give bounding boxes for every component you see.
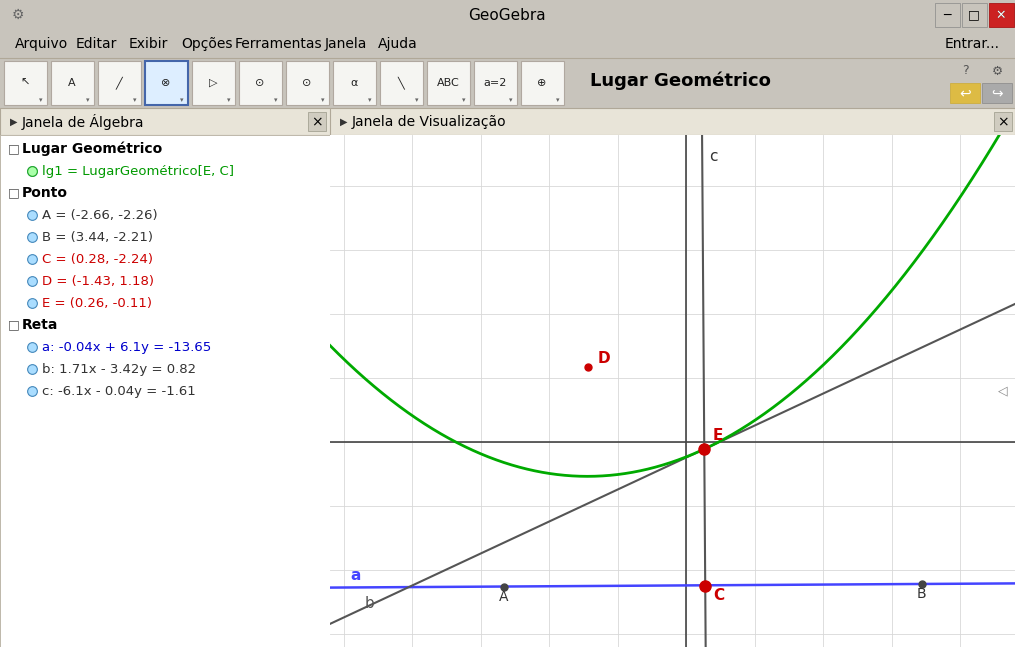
Text: a: -0.04x + 6.1y = -13.65: a: -0.04x + 6.1y = -13.65 (42, 340, 211, 353)
Text: Janela de Álgebra: Janela de Álgebra (22, 114, 144, 130)
Bar (145, 61, 188, 105)
Bar (950, 83, 980, 103)
Text: Opções: Opções (182, 37, 233, 51)
Text: Exibir: Exibir (129, 37, 167, 51)
Text: Janela de Visualização: Janela de Visualização (352, 115, 506, 129)
Bar (982, 83, 1012, 103)
Text: □: □ (968, 8, 979, 21)
Bar (333, 61, 376, 105)
Bar (380, 61, 423, 105)
Text: ▾: ▾ (462, 97, 466, 103)
Text: ↩: ↩ (959, 86, 970, 100)
Text: ?: ? (961, 65, 968, 78)
Text: ▾: ▾ (368, 97, 371, 103)
Text: ◁: ◁ (999, 384, 1008, 397)
Text: ▷: ▷ (209, 78, 217, 88)
Text: ▾: ▾ (133, 97, 137, 103)
Text: GeoGebra: GeoGebra (468, 8, 546, 23)
Bar (521, 61, 564, 105)
Text: a: a (350, 567, 360, 582)
Text: ╱: ╱ (116, 76, 123, 89)
Text: ✕: ✕ (996, 8, 1006, 21)
Text: Editar: Editar (75, 37, 117, 51)
Text: ⊗: ⊗ (161, 78, 171, 88)
Text: □: □ (8, 318, 19, 331)
Text: ▾: ▾ (40, 97, 43, 103)
Bar (989, 3, 1014, 27)
Text: E: E (713, 428, 723, 443)
Text: ×: × (311, 115, 323, 129)
Text: b: 1.71x - 3.42y = 0.82: b: 1.71x - 3.42y = 0.82 (42, 362, 196, 375)
Bar (286, 61, 329, 105)
Text: E = (0.26, -0.11): E = (0.26, -0.11) (42, 296, 152, 309)
Text: □: □ (8, 186, 19, 199)
Text: D = (-1.43, 1.18): D = (-1.43, 1.18) (42, 274, 154, 287)
Text: Reta: Reta (22, 318, 59, 332)
Text: c: c (708, 149, 718, 164)
Text: b: b (364, 596, 374, 611)
Text: ⚙: ⚙ (992, 65, 1003, 78)
Text: Ponto: Ponto (22, 186, 68, 200)
Bar (98, 61, 141, 105)
Bar (989, 3, 1014, 27)
Bar (51, 61, 94, 105)
Text: ✕: ✕ (996, 8, 1006, 21)
Text: ⊙: ⊙ (302, 78, 312, 88)
Bar (935, 3, 960, 27)
Text: □: □ (8, 142, 19, 155)
Bar (427, 61, 470, 105)
Text: ▶: ▶ (10, 117, 17, 127)
Text: a=2: a=2 (483, 78, 506, 88)
Text: Ajuda: Ajuda (378, 37, 418, 51)
Text: D: D (598, 351, 610, 366)
Text: ×: × (997, 115, 1009, 129)
Bar (4, 61, 47, 105)
Bar (994, 112, 1012, 131)
Text: ⊙: ⊙ (256, 78, 265, 88)
Text: Ferramentas: Ferramentas (234, 37, 322, 51)
Text: ⊕: ⊕ (537, 78, 547, 88)
Text: ─: ─ (943, 8, 951, 21)
Text: Entrar...: Entrar... (945, 37, 1000, 51)
Bar (474, 61, 517, 105)
Text: ▾: ▾ (556, 97, 559, 103)
Text: B = (3.44, -2.21): B = (3.44, -2.21) (42, 230, 153, 243)
Text: ▾: ▾ (227, 97, 230, 103)
Text: Lugar Geométrico: Lugar Geométrico (590, 72, 770, 90)
Text: A: A (68, 78, 76, 88)
Text: ▾: ▾ (181, 97, 184, 103)
Text: A = (-2.66, -2.26): A = (-2.66, -2.26) (42, 208, 157, 221)
Text: ▾: ▾ (86, 97, 89, 103)
Text: A: A (499, 590, 509, 604)
Bar (308, 112, 326, 131)
Text: ⚙: ⚙ (12, 8, 24, 22)
Bar (192, 61, 235, 105)
Text: C: C (714, 587, 725, 602)
Text: ABC: ABC (436, 78, 460, 88)
Text: ↪: ↪ (992, 86, 1003, 100)
Text: Lugar Geométrico: Lugar Geométrico (22, 142, 162, 156)
Text: ▶: ▶ (340, 117, 347, 127)
Text: B: B (917, 587, 927, 600)
Text: c: -6.1x - 0.04y = -1.61: c: -6.1x - 0.04y = -1.61 (42, 384, 196, 397)
Text: α: α (350, 78, 357, 88)
Text: ▾: ▾ (510, 97, 513, 103)
Bar (962, 3, 987, 27)
Text: Arquivo: Arquivo (15, 37, 68, 51)
Text: C = (0.28, -2.24): C = (0.28, -2.24) (42, 252, 153, 265)
Bar (239, 61, 282, 105)
Text: ↖: ↖ (20, 78, 29, 88)
Text: ╲: ╲ (398, 76, 404, 89)
Text: lg1 = LugarGeométrico[E, C]: lg1 = LugarGeométrico[E, C] (42, 164, 234, 177)
Text: ▾: ▾ (322, 97, 325, 103)
Text: ▾: ▾ (274, 97, 278, 103)
Text: Janela: Janela (325, 37, 367, 51)
Text: ▾: ▾ (415, 97, 419, 103)
